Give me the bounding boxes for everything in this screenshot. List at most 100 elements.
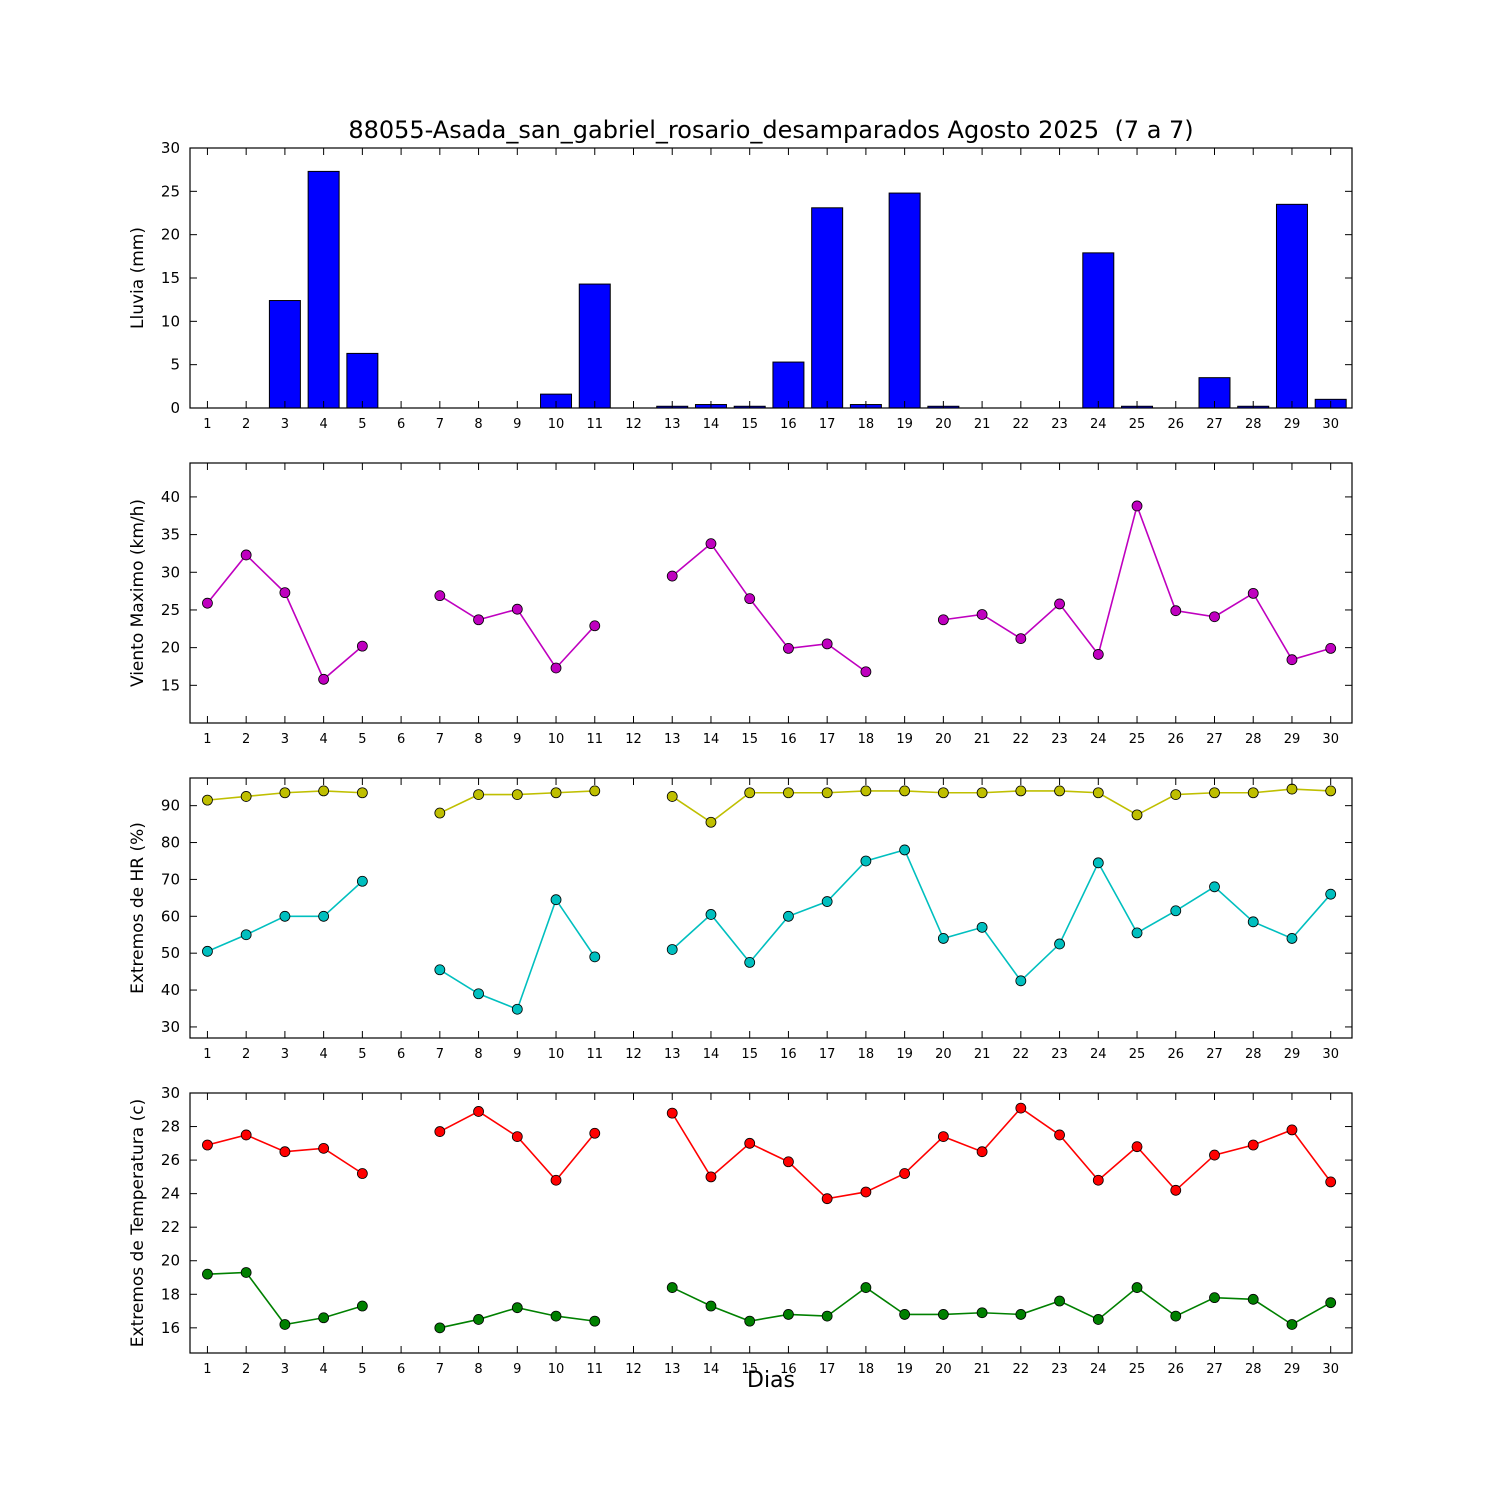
hr-minima-marker-day-18 [860,855,872,867]
hr-minima-line [671,848,1332,983]
viento-xtick-label-day-14: 14 [703,732,720,747]
lluvia-xtick-label-day-7: 7 [436,417,444,432]
viento-xtick-label-day-30: 30 [1322,732,1339,747]
temperatura-minima-marker-day-5 [356,1300,368,1312]
viento-maximo-marker-day-23 [1054,598,1065,610]
temperatura-xtick-label-day-22: 22 [1013,1362,1030,1377]
temperatura-minima-marker-day-4 [318,1312,330,1324]
temperatura-maxima-marker-day-18 [860,1186,872,1198]
viento-maximo-marker-day-16 [783,642,794,654]
hr-maxima-marker-day-29 [1286,783,1298,795]
temperatura-xtick-label-day-18: 18 [858,1362,875,1377]
temperatura-maxima-marker-day-8 [473,1106,484,1117]
viento-maximo-marker-day-22 [1015,633,1027,644]
viento-xtick-label-day-29: 29 [1284,732,1301,747]
temperatura-xtick-label-day-8: 8 [474,1362,482,1377]
temperatura-minima-marker-day-20 [937,1309,949,1320]
lluvia-xtick-label-day-16: 16 [780,417,797,432]
temperatura-maxima-marker-day-10 [550,1174,562,1186]
hr-xtick-label-day-4: 4 [319,1047,327,1062]
lluvia-bar-day-29 [1275,203,1308,409]
hr-xtick-label-day-11: 11 [586,1047,603,1062]
hr-maxima-marker-day-10 [550,787,562,799]
viento-xtick-label-day-26: 26 [1167,732,1184,747]
viento-ytick-label: 35 [161,526,180,544]
temperatura-maxima-marker-day-26 [1170,1184,1182,1196]
lluvia-xtick-label-day-11: 11 [586,417,603,432]
hr-maxima-marker-day-15 [744,787,756,799]
hr-xtick-label-day-2: 2 [242,1047,250,1062]
temperatura-maxima-marker-day-5 [356,1168,368,1179]
lluvia-ytick-label: 5 [170,356,180,374]
lluvia-xtick-label-day-24: 24 [1090,417,1107,432]
viento-maximo-marker-day-13 [666,570,678,582]
lluvia-xtick-label-day-25: 25 [1129,417,1146,432]
temperatura-ytick-label: 16 [161,1319,180,1337]
viento-maximo-marker-day-5 [356,640,368,652]
temperatura-maxima-marker-day-23 [1054,1129,1065,1141]
hr-minima-marker-day-16 [783,910,794,922]
hr-xtick-label-day-15: 15 [741,1047,758,1062]
hr-maxima-marker-day-18 [860,785,872,797]
hr-xtick-label-day-6: 6 [397,1047,405,1062]
viento-maximo-marker-day-1 [202,597,213,609]
hr-minima-marker-day-28 [1247,916,1259,928]
lluvia-bar-day-3 [268,300,301,409]
temperatura-xtick-label-day-9: 9 [513,1362,521,1377]
hr-xtick-label-day-23: 23 [1051,1047,1068,1062]
viento-maximo-marker-day-29 [1286,654,1298,666]
temperatura-maxima-marker-day-4 [318,1142,330,1154]
temperatura-maxima-marker-day-28 [1247,1139,1259,1151]
lluvia-xtick-label-day-5: 5 [358,417,366,432]
hr-axes-frame [189,777,1353,1039]
viento-xtick-label-day-7: 7 [436,732,444,747]
temperatura-minima-line [671,1286,1332,1326]
temperatura-minima-marker-day-15 [744,1315,756,1327]
temperatura-xtick-label-day-11: 11 [586,1362,603,1377]
hr-minima-marker-day-24 [1092,857,1104,869]
hr-minima-marker-day-13 [666,944,678,955]
temperatura-xtick-label-day-24: 24 [1090,1362,1107,1377]
lluvia-xtick-label-day-23: 23 [1051,417,1068,432]
temperatura-xtick-label-day-7: 7 [436,1362,444,1377]
temperatura-ylabel: Extremos de Temperatura (c) [128,1099,148,1347]
hr-minima-marker-day-3 [279,910,291,922]
temperatura-maxima-marker-day-29 [1286,1124,1298,1136]
viento-xtick-label-day-11: 11 [586,732,603,747]
temperatura-minima-marker-day-14 [705,1300,717,1312]
temperatura-maxima-marker-day-9 [511,1131,523,1143]
lluvia-xtick-label-day-26: 26 [1167,417,1184,432]
lluvia-ylabel: Lluvia (mm) [128,227,148,329]
viento-xtick-label-day-12: 12 [625,732,642,747]
temperatura-xtick-label-day-6: 6 [397,1362,405,1377]
viento-xtick-label-day-24: 24 [1090,732,1107,747]
temperatura-minima-marker-day-2 [240,1267,252,1278]
hr-xtick-label-day-3: 3 [281,1047,289,1062]
temperatura-minima-marker-day-16 [783,1309,794,1320]
temperatura-ytick-label: 18 [161,1285,180,1303]
lluvia-xtick-label-day-20: 20 [935,417,952,432]
lluvia-xtick-label-day-10: 10 [548,417,565,432]
temperatura-xtick-label-day-17: 17 [819,1362,836,1377]
hr-ytick-label: 80 [161,834,180,852]
viento-xtick-label-day-16: 16 [780,732,797,747]
temperatura-minima-marker-day-29 [1286,1319,1298,1330]
hr-maxima-marker-day-27 [1209,787,1220,799]
temperatura-minima-marker-day-22 [1015,1309,1027,1320]
hr-xtick-label-day-19: 19 [896,1047,913,1062]
lluvia-xtick-label-day-12: 12 [625,417,642,432]
hr-minima-marker-day-14 [705,909,717,920]
hr-ytick-label: 40 [161,981,180,999]
viento-maximo-marker-day-18 [860,666,872,678]
viento-xtick-label-day-8: 8 [474,732,482,747]
temperatura-minima-marker-day-11 [589,1315,601,1327]
temperatura-axes-frame [189,1092,1353,1354]
viento-maximo-line [206,553,363,681]
lluvia-xtick-label-day-13: 13 [664,417,681,432]
temperatura-xtick-label-day-20: 20 [935,1362,952,1377]
viento-xtick-label-day-9: 9 [513,732,521,747]
temperatura-maxima-marker-day-25 [1131,1141,1143,1153]
temperatura-ytick-label: 30 [161,1084,180,1102]
viento-maximo-marker-day-3 [279,587,291,599]
